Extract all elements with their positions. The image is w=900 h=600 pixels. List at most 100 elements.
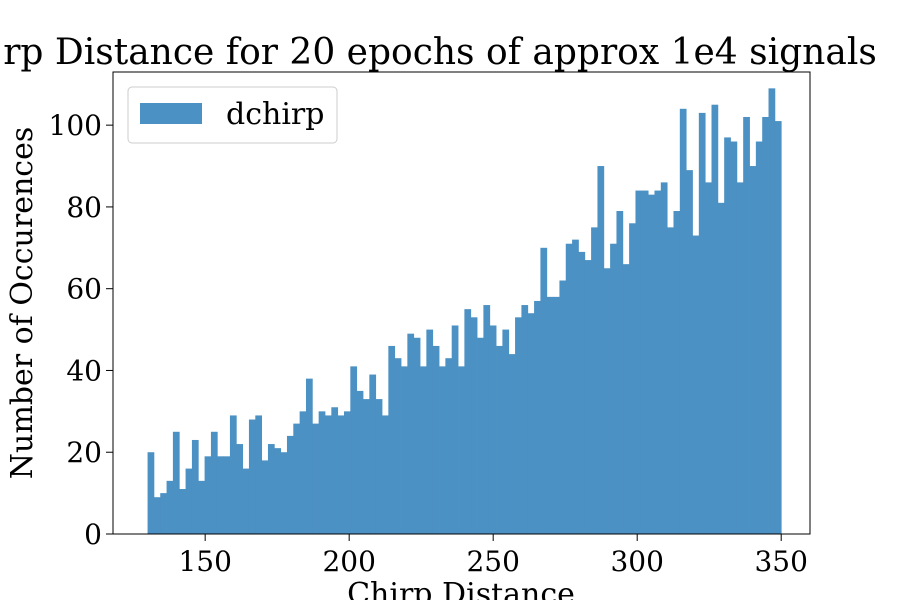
histogram-bar bbox=[762, 116, 769, 534]
histogram-bar bbox=[597, 166, 605, 534]
histogram-bar bbox=[673, 211, 681, 534]
histogram-bar bbox=[635, 190, 643, 534]
histogram-bar bbox=[337, 415, 345, 534]
histogram-bar bbox=[229, 415, 237, 534]
y-tick-label: 60 bbox=[66, 273, 102, 306]
chart-title: rp Distance for 20 epochs of approx 1e4 … bbox=[3, 32, 877, 73]
histogram-bar bbox=[210, 431, 218, 534]
y-axis-label: Number of Occurences bbox=[5, 127, 40, 479]
histogram-bar bbox=[692, 235, 700, 534]
histogram-bar bbox=[299, 411, 307, 534]
histogram-bar bbox=[198, 480, 205, 534]
histogram-bar bbox=[426, 329, 434, 534]
histogram-bar bbox=[584, 260, 592, 534]
histogram-bar bbox=[324, 415, 332, 534]
histogram-bar bbox=[464, 309, 472, 534]
histogram-bar bbox=[515, 317, 522, 534]
histogram-bar bbox=[743, 116, 750, 534]
histogram-bar bbox=[280, 452, 288, 534]
y-tick-label: 20 bbox=[66, 436, 102, 469]
histogram-bar bbox=[521, 305, 529, 534]
plot-frame bbox=[112, 71, 811, 535]
histogram-bar bbox=[375, 399, 383, 534]
histogram-bar bbox=[572, 239, 579, 535]
histogram-bar bbox=[166, 480, 174, 534]
histogram-bar bbox=[686, 170, 693, 534]
histogram-bar bbox=[698, 112, 706, 535]
histogram-bar bbox=[248, 419, 256, 534]
histogram-bar bbox=[603, 268, 611, 534]
histogram-bar bbox=[191, 439, 199, 534]
histogram-bar bbox=[553, 296, 560, 534]
histogram-bar bbox=[546, 296, 554, 534]
histogram-bar bbox=[540, 247, 548, 535]
x-tick-label: 250 bbox=[466, 545, 519, 578]
x-tick-label: 300 bbox=[610, 545, 663, 578]
x-tick-label: 200 bbox=[322, 545, 375, 578]
y-tick-label: 40 bbox=[66, 354, 102, 387]
histogram-bar bbox=[172, 431, 180, 534]
histogram-bar bbox=[508, 354, 516, 534]
histogram-bar bbox=[217, 456, 224, 534]
x-axis-ticks: 150 200 250 300 350 bbox=[178, 534, 808, 578]
histogram-bar bbox=[350, 366, 358, 534]
histogram-bar bbox=[527, 313, 535, 534]
histogram-bar bbox=[629, 223, 636, 534]
histogram-bar bbox=[439, 366, 446, 534]
legend-label-dchirp: dchirp bbox=[226, 97, 324, 132]
histogram-bar bbox=[432, 345, 440, 534]
histogram-bar bbox=[489, 325, 497, 534]
histogram-bar bbox=[717, 202, 725, 535]
histogram-bar bbox=[204, 456, 212, 534]
histogram-bar bbox=[274, 448, 282, 534]
histogram-bar bbox=[255, 415, 263, 534]
histogram-bar bbox=[679, 108, 687, 535]
histogram-bar bbox=[179, 489, 186, 534]
histogram-bar bbox=[356, 390, 364, 534]
y-tick-label: 80 bbox=[66, 191, 102, 224]
legend-box bbox=[127, 86, 338, 144]
x-tick-label: 150 bbox=[178, 545, 231, 578]
histogram-bar bbox=[559, 280, 567, 534]
histogram-bar bbox=[711, 104, 719, 535]
histogram-bar bbox=[369, 374, 377, 534]
histogram-bar bbox=[343, 411, 351, 534]
histogram-bar bbox=[388, 345, 396, 534]
histogram-bar bbox=[774, 121, 782, 534]
histogram-bar bbox=[578, 251, 586, 534]
histogram-bar bbox=[470, 317, 478, 534]
histogram-bar bbox=[705, 182, 712, 534]
x-axis-label: Chirp Distance bbox=[347, 577, 575, 600]
histogram-bar bbox=[223, 456, 231, 534]
histogram-bar bbox=[749, 166, 757, 534]
histogram-bar bbox=[477, 337, 484, 534]
histogram-bar bbox=[565, 243, 573, 535]
histogram-bar bbox=[445, 358, 453, 534]
histogram-bars bbox=[147, 88, 782, 535]
x-tick-label: 350 bbox=[754, 545, 807, 578]
histogram-bar bbox=[616, 211, 624, 534]
histogram-bar bbox=[286, 435, 294, 534]
histogram-bar bbox=[267, 444, 275, 534]
histogram-bar bbox=[331, 407, 339, 534]
histogram-bar bbox=[496, 345, 503, 534]
y-tick-label: 100 bbox=[49, 109, 102, 142]
histogram-bar bbox=[591, 227, 598, 534]
histogram-bar bbox=[458, 366, 465, 534]
histogram-bar bbox=[610, 243, 617, 535]
histogram-bar bbox=[185, 468, 193, 534]
histogram-bar bbox=[362, 399, 370, 534]
histogram-bar bbox=[318, 411, 326, 534]
histogram-bar bbox=[236, 444, 244, 534]
histogram-bar bbox=[305, 378, 313, 534]
histogram-bar bbox=[293, 423, 301, 534]
histogram-bar bbox=[768, 88, 776, 535]
histogram-bar bbox=[641, 190, 649, 534]
histogram-bar bbox=[483, 305, 491, 534]
histogram-bar bbox=[730, 141, 738, 534]
histogram-bar bbox=[622, 264, 630, 534]
histogram-bar bbox=[153, 497, 161, 534]
histogram-bar bbox=[648, 194, 655, 535]
histogram-bar bbox=[382, 415, 389, 534]
